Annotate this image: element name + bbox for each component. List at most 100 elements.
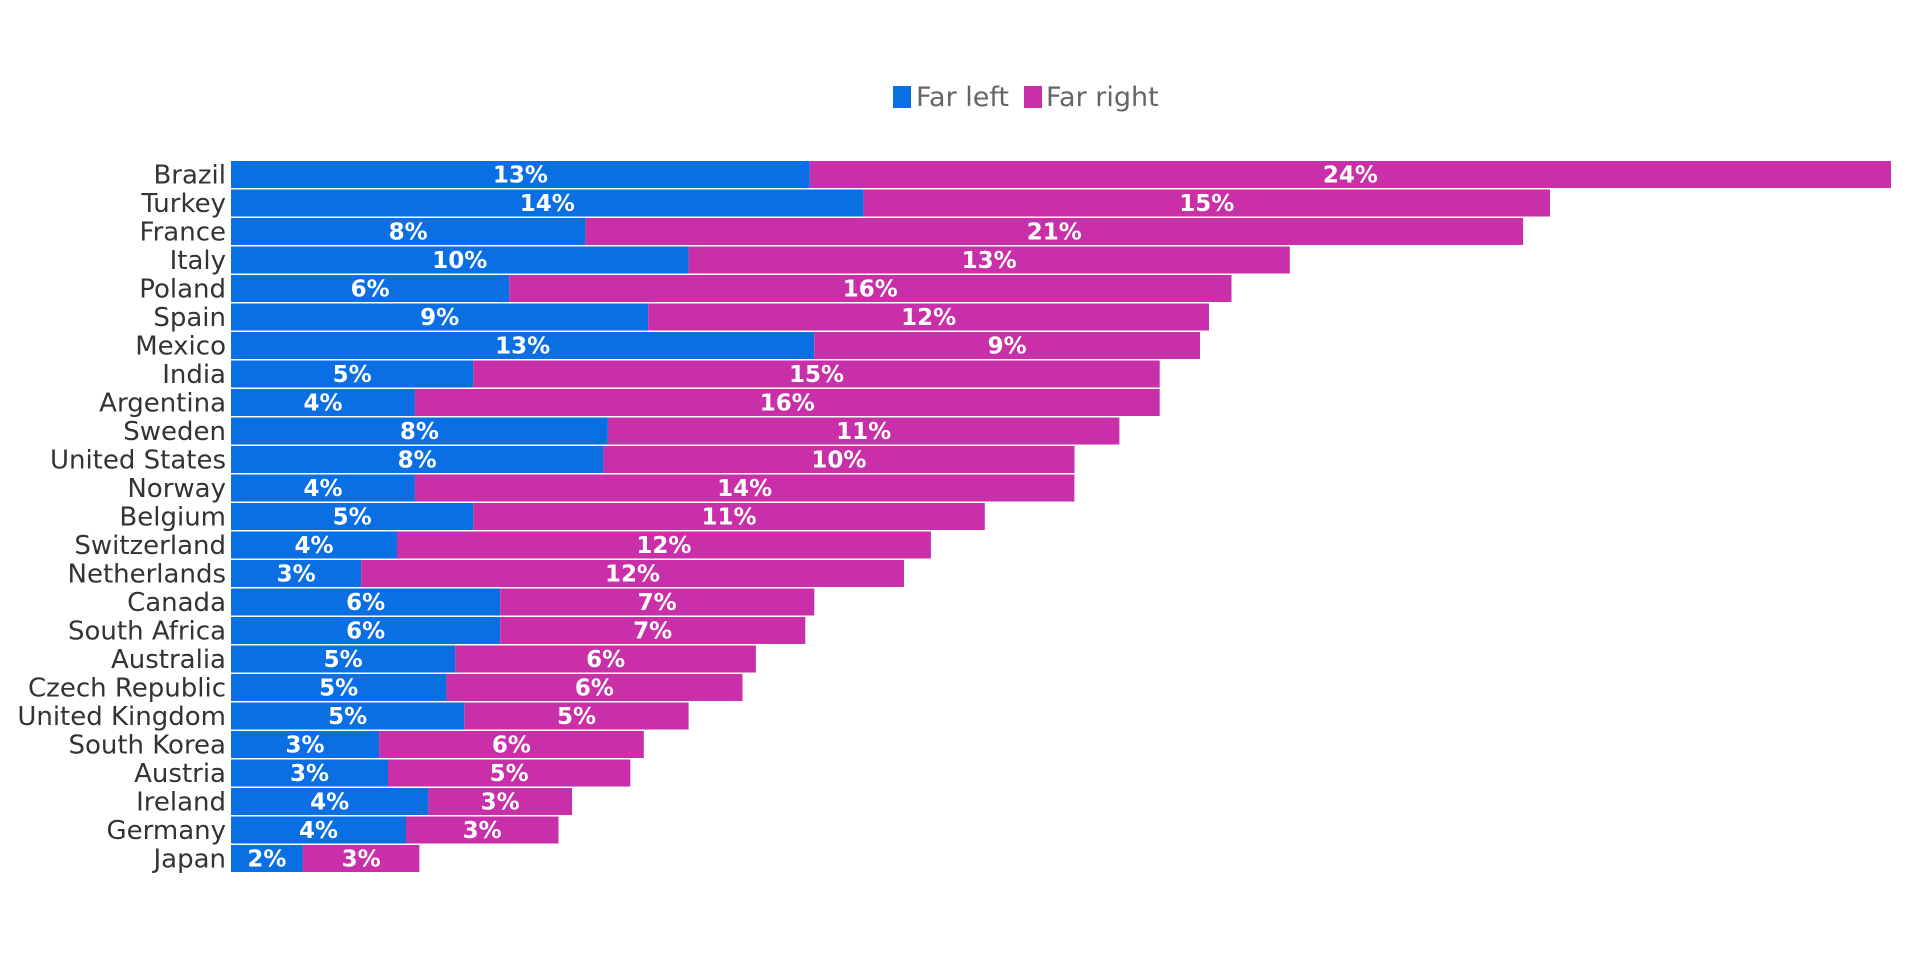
value-label-far-right-france: 21% [1027,220,1082,246]
bar-far-right-south-africa [500,617,806,644]
value-label-far-right-united-states: 10% [811,448,866,474]
bar-far-left-brazil [231,161,810,188]
bar-far-left-south-korea [231,731,380,758]
category-label-australia: Australia [111,645,226,675]
bars [231,161,1891,872]
value-label-far-left-italy: 10% [432,248,487,274]
value-label-far-right-spain: 12% [901,305,956,331]
bar-far-right-france [585,218,1524,245]
bar-far-right-netherlands [361,560,905,587]
category-label-belgium: Belgium [119,503,226,533]
value-labels: 13% 24% 14% 15% 8% 21% 10% 13% 6% 16% 9% 12% 13% 9% 5%… [247,163,1378,873]
value-label-far-right-germany: 3% [463,818,502,844]
bar-far-right-switzerland [397,531,931,559]
value-label-far-left-poland: 6% [351,277,390,303]
value-label-far-left-brazil: 13% [493,163,548,189]
value-label-far-left-norway: 4% [303,476,342,502]
value-label-far-left-czech-republic: 5% [319,676,358,702]
category-label-italy: Italy [170,246,226,276]
category-label-germany: Germany [106,816,226,846]
bar-far-left-netherlands [231,560,362,587]
category-label-brazil: Brazil [153,161,226,191]
legend-label-far-left: Far left [916,82,1009,113]
category-label-turkey: Turkey [140,189,226,219]
value-label-far-right-austria: 5% [490,761,529,787]
value-label-far-left-austria: 3% [290,761,329,787]
bar-far-left-argentina [231,389,415,416]
bar-far-right-argentina [414,389,1160,416]
value-label-far-right-australia: 6% [586,647,625,673]
category-label-austria: Austria [134,759,226,789]
value-label-far-right-brazil: 24% [1323,163,1378,189]
bar-far-right-spain [648,303,1209,331]
value-label-far-left-turkey: 14% [520,191,575,217]
category-label-south-korea: South Korea [68,731,226,761]
value-label-far-right-poland: 16% [843,277,898,303]
value-label-far-left-france: 8% [389,220,428,246]
value-label-far-right-sweden: 11% [836,419,891,445]
bar-far-left-turkey [231,189,864,217]
bar-far-left-norway [231,474,415,502]
bar-far-right-japan [302,845,420,872]
bar-far-right-poland [509,275,1232,302]
value-label-far-left-united-states: 8% [398,448,437,474]
category-label-france: France [140,218,226,248]
category-labels: BrazilTurkeyFranceItalyPolandSpainMexico… [17,161,226,875]
category-label-mexico: Mexico [135,332,226,362]
value-label-far-left-argentina: 4% [303,391,342,417]
bar-far-left-australia [231,645,456,673]
value-label-far-right-belgium: 11% [701,505,756,531]
value-label-far-left-belgium: 5% [333,505,372,531]
bar-far-right-germany [406,816,559,844]
value-label-far-left-spain: 9% [420,305,459,331]
bar-far-left-canada [231,588,501,616]
value-label-far-right-argentina: 16% [760,391,815,417]
legend-label-far-right: Far right [1046,82,1159,113]
category-label-poland: Poland [139,275,226,305]
category-label-japan: Japan [151,845,226,875]
value-label-far-right-india: 15% [789,362,844,388]
category-label-united-kingdom: United Kingdom [17,702,226,732]
bar-far-left-germany [231,816,406,844]
bar-far-right-united-states [603,446,1075,473]
bar-far-left-switzerland [231,531,397,559]
category-label-ireland: Ireland [136,788,226,818]
category-label-canada: Canada [127,588,226,618]
bar-far-right-australia [455,645,756,673]
legend-swatch-far-right [1024,86,1042,108]
value-label-far-left-canada: 6% [346,590,385,616]
bar-far-left-united-states [231,446,604,473]
legend: Far left Far right [893,82,1159,113]
category-label-south-africa: South Africa [68,617,226,647]
value-label-far-left-netherlands: 3% [277,562,316,588]
value-label-far-right-norway: 14% [717,476,772,502]
category-label-spain: Spain [153,303,226,333]
bar-far-right-india [473,360,1160,388]
bar-far-right-mexico [814,332,1200,359]
category-label-argentina: Argentina [99,389,226,419]
value-label-far-left-south-africa: 6% [346,619,385,645]
bar-far-right-norway [414,474,1075,502]
bar-far-left-spain [231,303,649,331]
bar-far-right-canada [500,588,815,616]
value-label-far-right-japan: 3% [342,847,381,873]
bar-far-left-austria [231,759,388,787]
category-label-united-states: United States [50,446,226,476]
bar-far-right-belgium [473,503,985,530]
bar-far-left-czech-republic [231,674,447,701]
category-label-norway: Norway [127,474,226,504]
value-label-far-left-germany: 4% [299,818,338,844]
value-label-far-right-italy: 13% [962,248,1017,274]
bar-far-left-ireland [231,788,429,815]
bar-far-right-united-kingdom [464,702,689,730]
value-label-far-right-canada: 7% [638,590,677,616]
value-label-far-left-india: 5% [333,362,372,388]
bar-far-right-italy [688,246,1290,274]
category-label-czech-republic: Czech Republic [28,674,226,704]
bar-far-left-belgium [231,503,474,530]
category-label-sweden: Sweden [123,417,226,447]
value-label-far-right-turkey: 15% [1179,191,1234,217]
bar-far-right-turkey [863,189,1550,217]
